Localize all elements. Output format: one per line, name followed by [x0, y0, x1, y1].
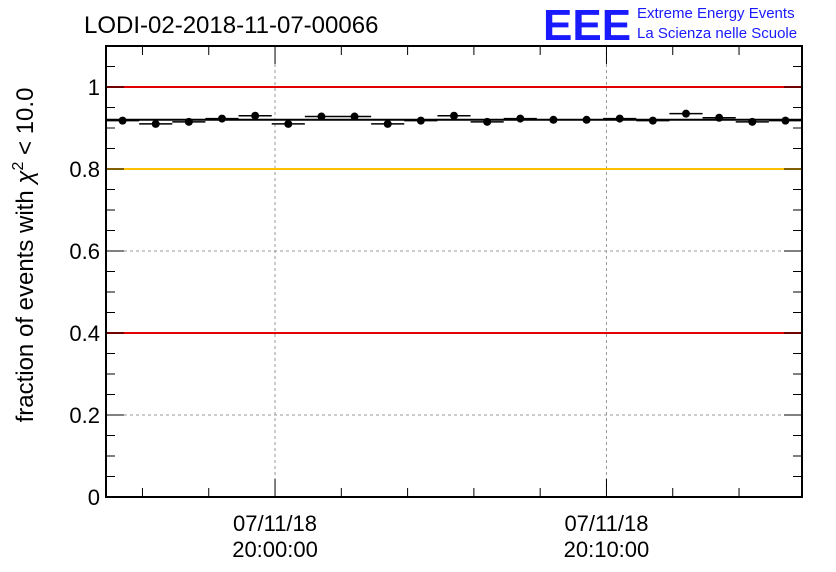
data-point-2 — [184, 117, 193, 126]
data-point-19 — [748, 117, 757, 126]
eee-logo: EEE Extreme Energy Events La Scienza nel… — [543, 1, 797, 50]
data-point-11 — [483, 117, 492, 126]
y-axis-label-tail: < 10.0 — [12, 88, 39, 162]
data-point-17 — [682, 109, 690, 118]
y-tick-label-5: 1 — [88, 75, 100, 100]
data-point-16 — [648, 116, 657, 125]
logo-line-1: Extreme Energy Events — [637, 5, 795, 22]
y-tick-label-2: 0.4 — [69, 321, 100, 346]
data-point-0 — [118, 116, 127, 125]
data-point-12 — [516, 114, 525, 123]
data-point-20 — [781, 116, 790, 125]
y-tick-label-0: 0 — [88, 485, 100, 510]
chart-title: LODI-02-2018-11-07-00066 — [84, 12, 378, 39]
y-axis-label: fraction of events with χ2 < 10.0 — [10, 88, 39, 423]
data-point-18 — [715, 113, 724, 122]
data-point-15 — [615, 114, 624, 123]
x-tick-label-time-0: 20:00:00 — [232, 537, 318, 562]
axes — [105, 45, 803, 498]
y-axis-label-chi: χ — [12, 170, 39, 186]
y-tick-label-4: 0.8 — [69, 157, 100, 182]
data-point-7 — [350, 112, 359, 121]
data-point-9 — [416, 116, 425, 125]
x-tick-label-time-1: 20:10:00 — [564, 537, 650, 562]
y-tick-label-3: 0.6 — [69, 239, 100, 264]
data-point-14 — [582, 115, 591, 124]
data-point-5 — [284, 119, 293, 128]
data-point-8 — [383, 119, 392, 128]
data-points — [106, 109, 802, 128]
y-tick-label-1: 0.2 — [69, 403, 100, 428]
data-point-1 — [151, 119, 160, 128]
logo-mark: EEE — [543, 1, 631, 50]
y-axis-label-main: fraction of events with — [12, 184, 39, 423]
data-point-3 — [218, 114, 226, 123]
x-tick-label-date-1: 07/11/18 — [564, 511, 648, 536]
logo-line-2: La Scienza nelle Scuole — [637, 25, 797, 42]
y-tick-labels: 0 0.2 0.4 0.6 0.8 1 — [69, 75, 100, 510]
y-axis-label-exp: 2 — [10, 162, 27, 171]
data-point-6 — [317, 112, 326, 121]
x-tick-label-date-0: 07/11/18 — [233, 511, 317, 536]
reference-lines — [106, 86, 802, 334]
data-point-13 — [549, 115, 558, 124]
data-point-4 — [251, 111, 260, 120]
data-point-10 — [450, 111, 458, 120]
